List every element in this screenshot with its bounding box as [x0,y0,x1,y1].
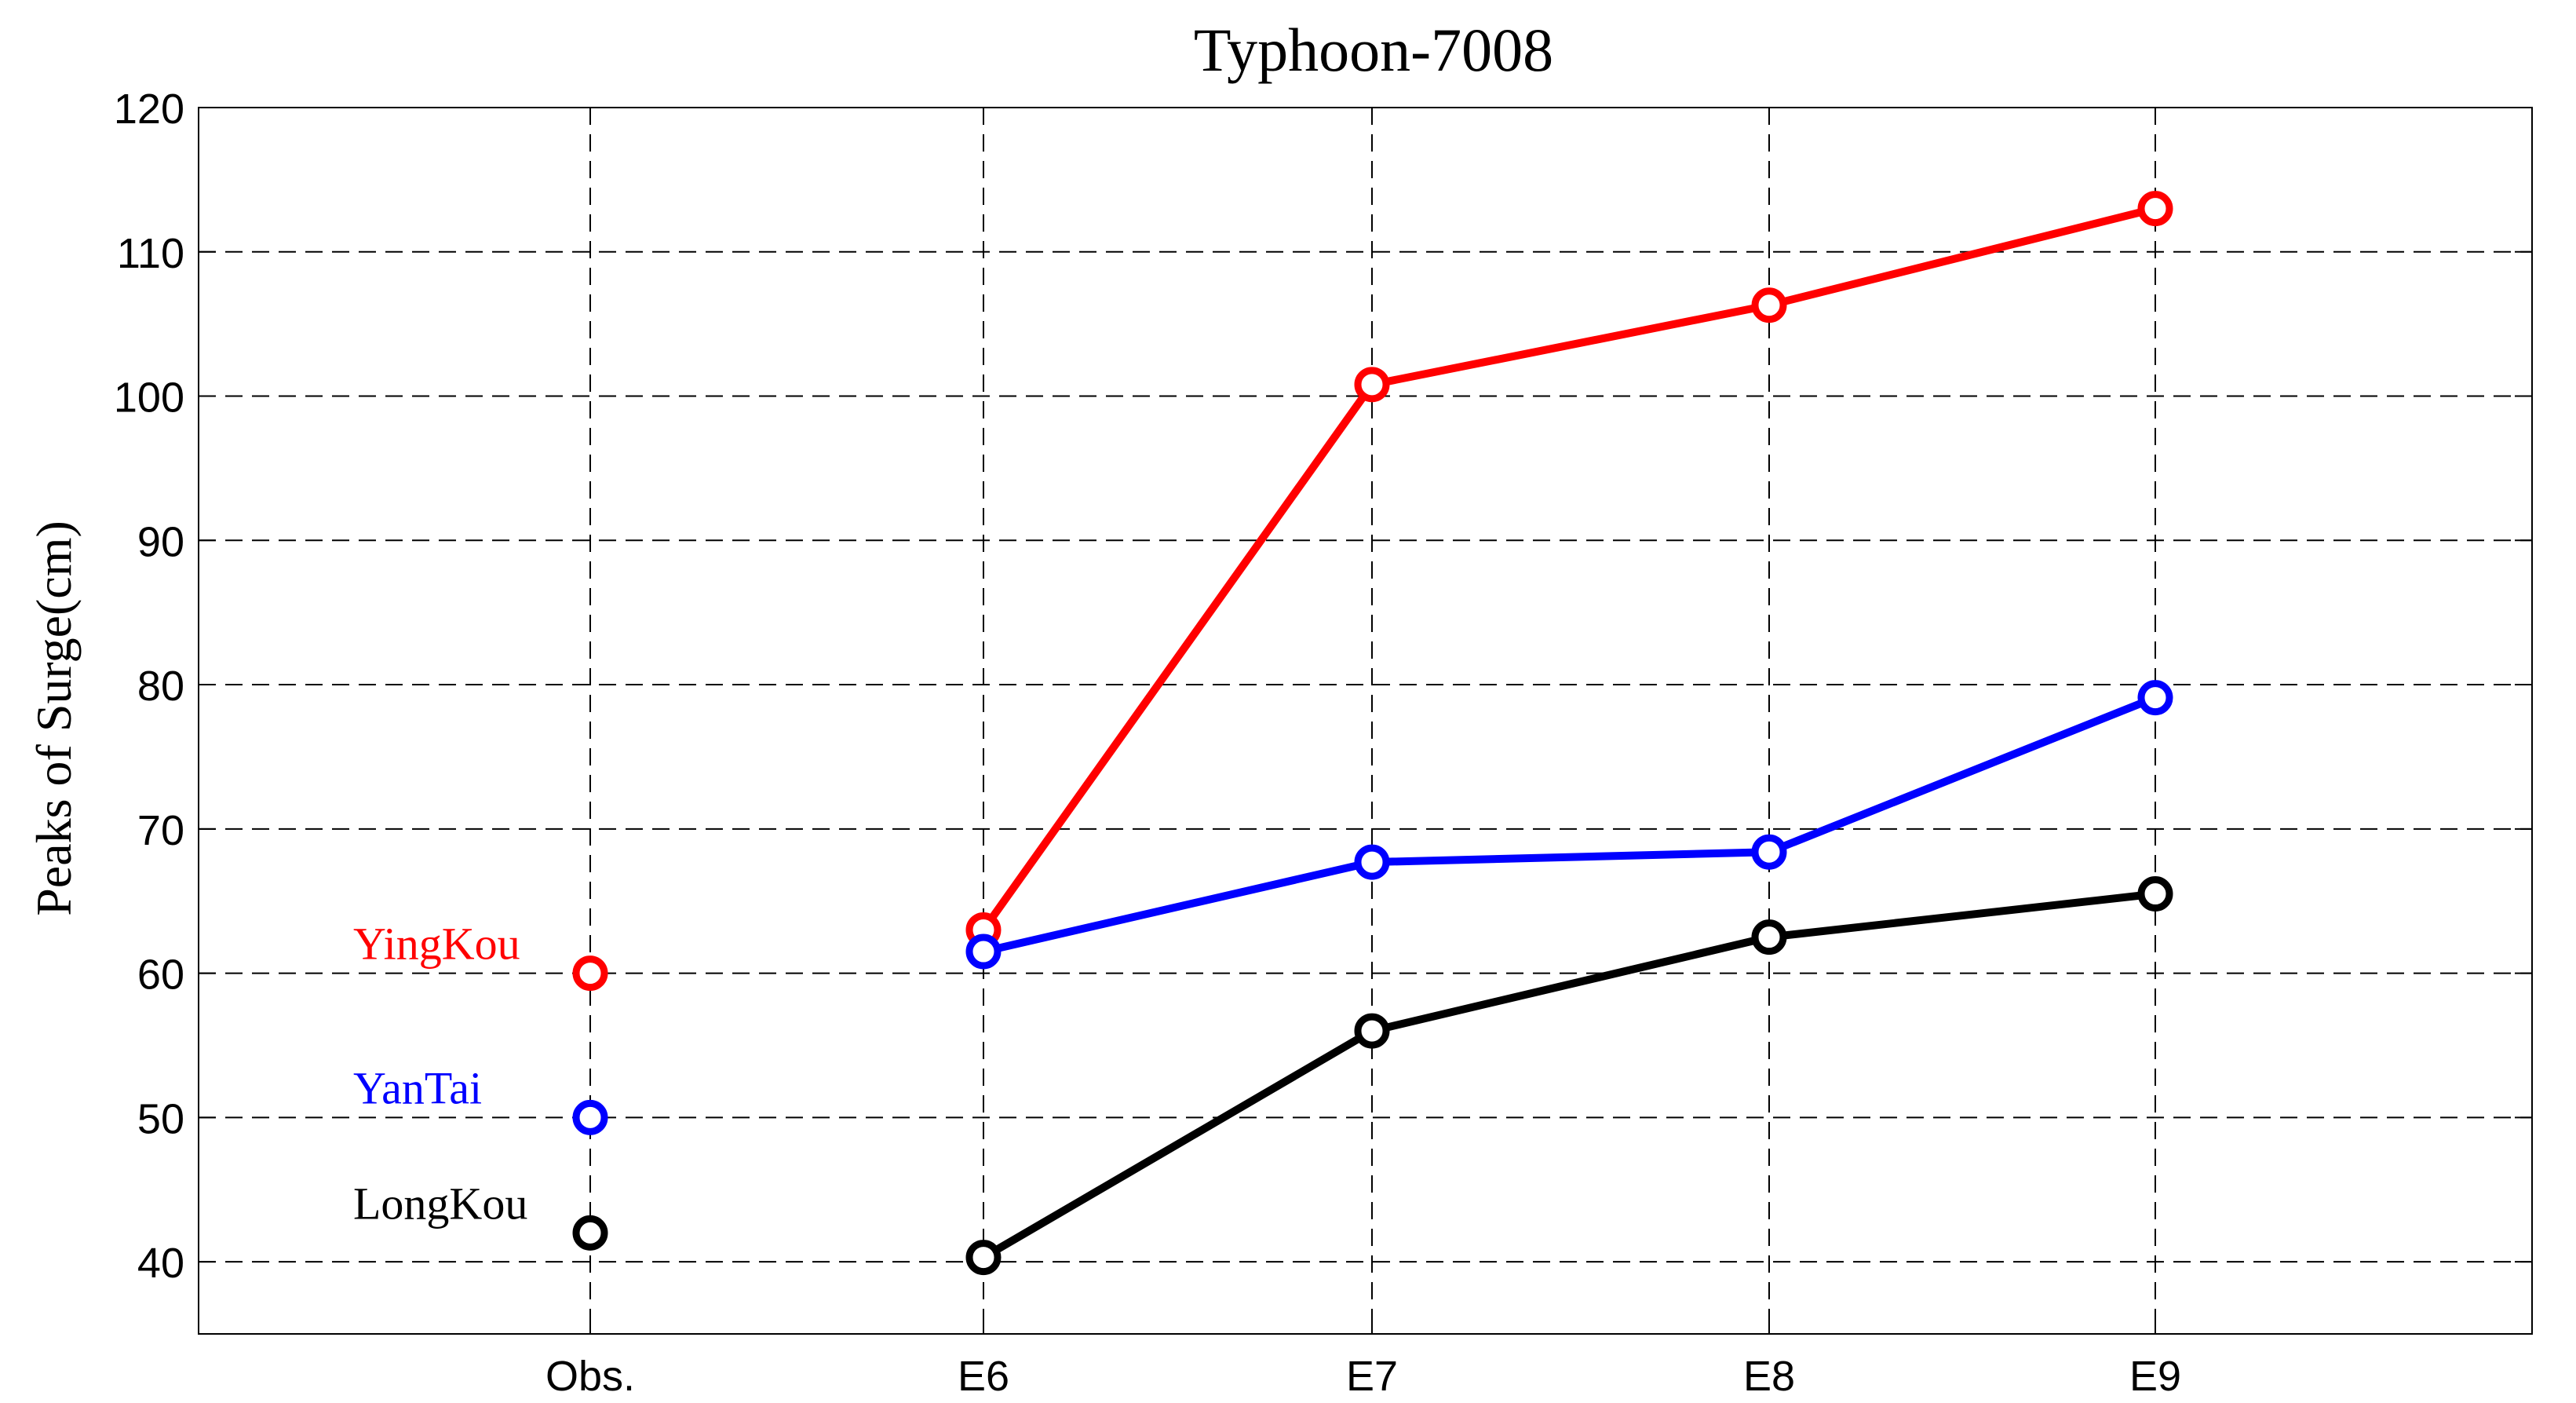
x-tick-label: E8 [1743,1353,1795,1400]
series-line-yantai [982,693,2157,955]
observed-point-yingkou [572,955,608,992]
plot-frame [198,107,2533,1335]
data-point-longkou [1354,1013,1390,1049]
series-line-longkou [981,890,2156,1261]
y-axis-label: Peaks of Surge(cm) [26,521,82,916]
y-tick-label: 70 [137,807,184,854]
x-tick-label: E6 [958,1353,1009,1400]
series-layer [572,191,2173,1276]
y-tick-label: 80 [137,663,184,710]
data-point-yantai [965,934,1002,970]
data-point-longkou [965,1240,1002,1276]
series-label-longkou: LongKou [353,1178,527,1229]
axis-ticks: 40 50 60 70 80 90 100 110 120 Obs. E6 E7 E8 E9 [114,86,2532,1400]
data-point-yingkou [2137,191,2173,227]
data-point-yingkou [1354,367,1390,403]
series-label-yingkou: YingKou [353,919,520,970]
x-tick-label: E9 [2129,1353,2181,1400]
data-point-longkou [1751,919,1787,955]
data-point-yantai [2137,680,2173,716]
data-point-yantai [1354,844,1390,880]
y-tick-label: 110 [117,230,184,277]
y-tick-label: 90 [137,518,184,565]
grid-lines [199,108,2532,1334]
chart-title: Typhoon-7008 [1194,16,1553,84]
series-labels: YingKou YanTai LongKou [353,919,527,1229]
series-label-yantai: YanTai [353,1062,482,1113]
x-tick-label: Obs. [545,1353,635,1400]
x-tick-label: E7 [1346,1353,1398,1400]
series-line-yingkou [980,204,2157,933]
observed-point-longkou [572,1215,608,1251]
y-tick-label: 100 [114,374,184,422]
data-point-yingkou [1751,287,1787,323]
y-tick-label: 40 [137,1240,184,1287]
y-tick-label: 120 [114,86,184,133]
y-tick-label: 60 [137,952,184,999]
data-point-yantai [1751,834,1787,870]
data-point-longkou [2137,876,2173,912]
observed-point-yantai [572,1099,608,1135]
y-tick-label: 50 [137,1095,184,1142]
